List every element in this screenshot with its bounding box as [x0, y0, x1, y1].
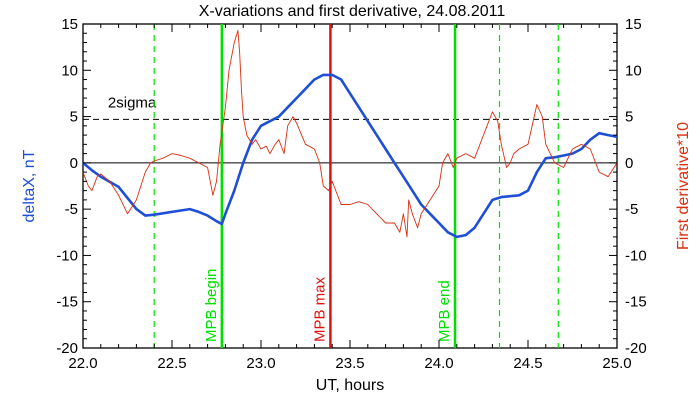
series-derivative: [82, 30, 618, 238]
right-axis-label: First derivative*10: [675, 122, 692, 250]
y-left-tick-label-1: -15: [56, 294, 78, 311]
chart-title: X-variations and first derivative, 24.08…: [199, 3, 506, 20]
y-left-tick-label-2: -10: [56, 247, 78, 264]
y-right-tick-label-5: 5: [625, 109, 633, 126]
x-tick-label-3: 23.5: [335, 355, 364, 372]
x-axis-label: UT, hours: [316, 377, 384, 394]
y-left-tick-label-6: 10: [61, 62, 78, 79]
y-right-tick-label-0: -20: [625, 340, 647, 357]
x-tick-label-6: 25.0: [602, 355, 631, 372]
threshold-label: 2sigma: [108, 94, 157, 111]
y-left-tick-label-4: 0: [70, 155, 78, 172]
y-right-tick-label-7: 15: [625, 16, 642, 33]
plot-frame: [82, 23, 618, 349]
vline-label-2: MPB end: [436, 280, 453, 342]
vline-label-0: MPB begin: [203, 269, 220, 342]
y-left-tick-label-3: -5: [65, 201, 78, 218]
x-tick-label-4: 24.0: [424, 355, 453, 372]
series-deltaX: [82, 73, 618, 239]
y-right-tick-label-4: 0: [625, 155, 633, 172]
vertical-lines: MPB begin MPB max MPB end: [153, 24, 559, 348]
y-right-tick-label-2: -10: [625, 247, 647, 264]
x-tick-label-1: 22.5: [157, 355, 186, 372]
y-right-tick-label-6: 10: [625, 62, 642, 79]
y-left-tick-label-0: -20: [56, 340, 78, 357]
x-tick-label-5: 24.5: [513, 355, 542, 372]
x-tick-label-2: 23.0: [246, 355, 275, 372]
x-tick-label-0: 22.0: [68, 355, 97, 372]
vline-label-1: MPB max: [311, 276, 328, 342]
left-axis-label: deltaX, nT: [21, 149, 38, 222]
series-layer: [82, 30, 618, 239]
y-left-tick-label-7: 15: [61, 16, 78, 33]
y-left-tick-label-5: 5: [70, 109, 78, 126]
axes-layer: 22.0 22.5 23.0 23.5 24.0 24.5 25.0-20 -20-15 -15…: [56, 16, 646, 372]
y-right-tick-label-1: -15: [625, 294, 647, 311]
y-right-tick-label-3: -5: [625, 201, 638, 218]
threshold-layer: 2sigma: [83, 94, 617, 120]
